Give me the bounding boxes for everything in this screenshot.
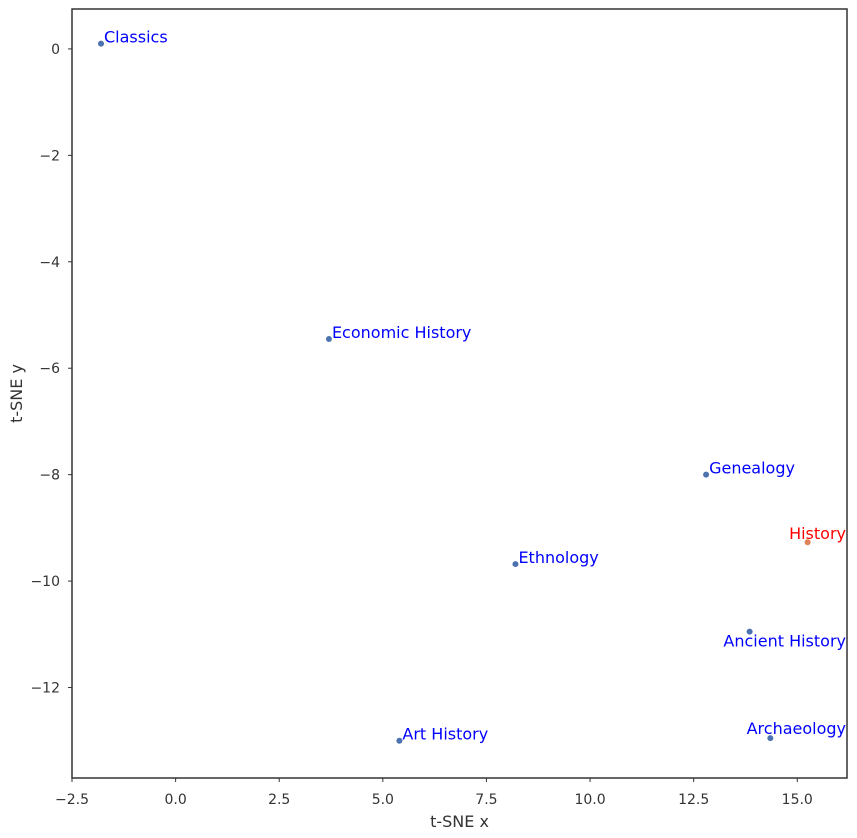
ticks-layer: −2.5 0.0 2.5 5.0 7.5 10.0 12.5 15.0 0 −2 −4 −6 −8 −10…	[30, 42, 812, 808]
data-point	[396, 737, 403, 744]
point-label: Classics	[104, 28, 168, 47]
data-point	[98, 40, 105, 47]
data-point	[512, 561, 519, 568]
x-axis-label: t-SNE x	[430, 812, 489, 831]
point-label: Archaeology	[747, 719, 846, 738]
point-label: Economic History	[332, 323, 471, 342]
x-tick-label: 10.0	[574, 792, 605, 808]
x-tick-label: 0.0	[164, 792, 186, 808]
point-label: Ancient History	[723, 632, 846, 651]
data-point	[325, 335, 332, 342]
x-tick-label: 12.5	[678, 792, 709, 808]
y-axis-label: t-SNE y	[7, 364, 26, 423]
highlighted-data-point	[804, 539, 811, 546]
y-tick-label: −2	[39, 148, 60, 164]
plot-frame	[71, 8, 848, 779]
data-point	[767, 735, 774, 742]
y-tick-label: −12	[30, 681, 60, 697]
y-tick-label: 0	[51, 42, 60, 58]
x-tick-label: 7.5	[475, 792, 497, 808]
point-labels-layer: Classics Economic History Genealogy History…	[104, 28, 846, 744]
point-label: Genealogy	[709, 459, 795, 478]
y-tick-label: −6	[39, 361, 60, 377]
highlighted-point-label: History	[789, 524, 846, 543]
y-tick-label: −10	[30, 574, 60, 590]
y-tick-label: −4	[39, 255, 60, 271]
y-tick-label: −8	[39, 468, 60, 484]
x-tick-label: 5.0	[372, 792, 394, 808]
x-tick-label: −2.5	[55, 792, 89, 808]
point-label: Ethnology	[518, 548, 598, 567]
x-tick-label: 15.0	[782, 792, 813, 808]
point-label: Art History	[402, 725, 488, 744]
points-layer	[98, 40, 811, 744]
x-tick-label: 2.5	[268, 792, 290, 808]
data-point	[746, 628, 753, 635]
data-point	[703, 471, 710, 478]
